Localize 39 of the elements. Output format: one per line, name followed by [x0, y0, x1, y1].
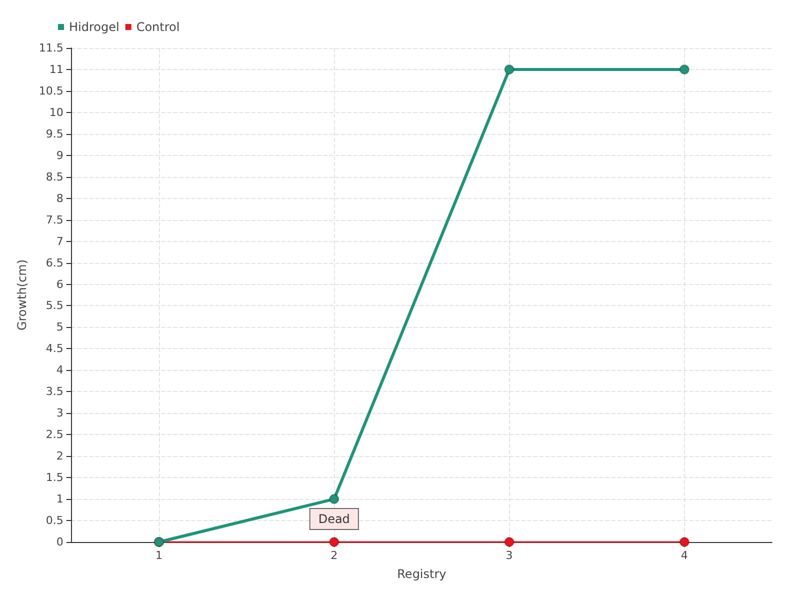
y-tick-label: 11: [49, 62, 64, 76]
annotation: Dead: [318, 512, 350, 526]
legend-label: Control: [136, 20, 180, 34]
x-axis-title: Registry: [397, 567, 446, 581]
y-tick-label: 11.5: [38, 42, 64, 54]
legend-label: Hidrogel: [69, 20, 120, 34]
x-tick-label: 4: [680, 549, 688, 562]
y-tick-label: 4.5: [46, 342, 64, 356]
point: [504, 64, 514, 74]
y-tick-label: 5.5: [46, 299, 64, 312]
x-tick-label: 1: [155, 549, 162, 562]
y-tick-label: 1: [56, 492, 64, 506]
y-tick-label: 1.5: [46, 471, 64, 484]
x-tick-label: 3: [506, 549, 513, 562]
y-tick-label: 8: [56, 192, 64, 205]
y-tick-label: 4: [56, 364, 64, 377]
y-axis-title: Growth(cm): [15, 259, 29, 331]
y-tick-label: 5: [56, 320, 64, 334]
y-tick-label: 10.5: [38, 84, 64, 98]
point: [329, 494, 340, 504]
y-tick-label: 3.5: [46, 385, 64, 398]
x-tick-label: 2: [330, 549, 338, 562]
point: [679, 64, 690, 74]
y-tick-label: 7: [56, 234, 64, 248]
point: [329, 537, 340, 547]
y-tick-label: 9: [56, 148, 64, 162]
y-tick-label: 0.5: [46, 514, 64, 528]
y-tick-label: 2.5: [46, 428, 64, 442]
y-tick-label: 8.5: [46, 170, 64, 184]
y-tick-label: 2: [56, 450, 64, 463]
y-tick-label: 10: [49, 106, 64, 119]
y-tick-label: 6: [56, 278, 64, 291]
y-tick-label: 6.5: [46, 256, 64, 270]
point: [504, 537, 514, 547]
point: [679, 537, 690, 547]
y-tick-label: 7.5: [46, 213, 64, 226]
y-tick-label: 9.5: [46, 127, 64, 140]
y-tick-label: 3: [56, 406, 64, 420]
y-tick-label: 0: [56, 536, 64, 548]
